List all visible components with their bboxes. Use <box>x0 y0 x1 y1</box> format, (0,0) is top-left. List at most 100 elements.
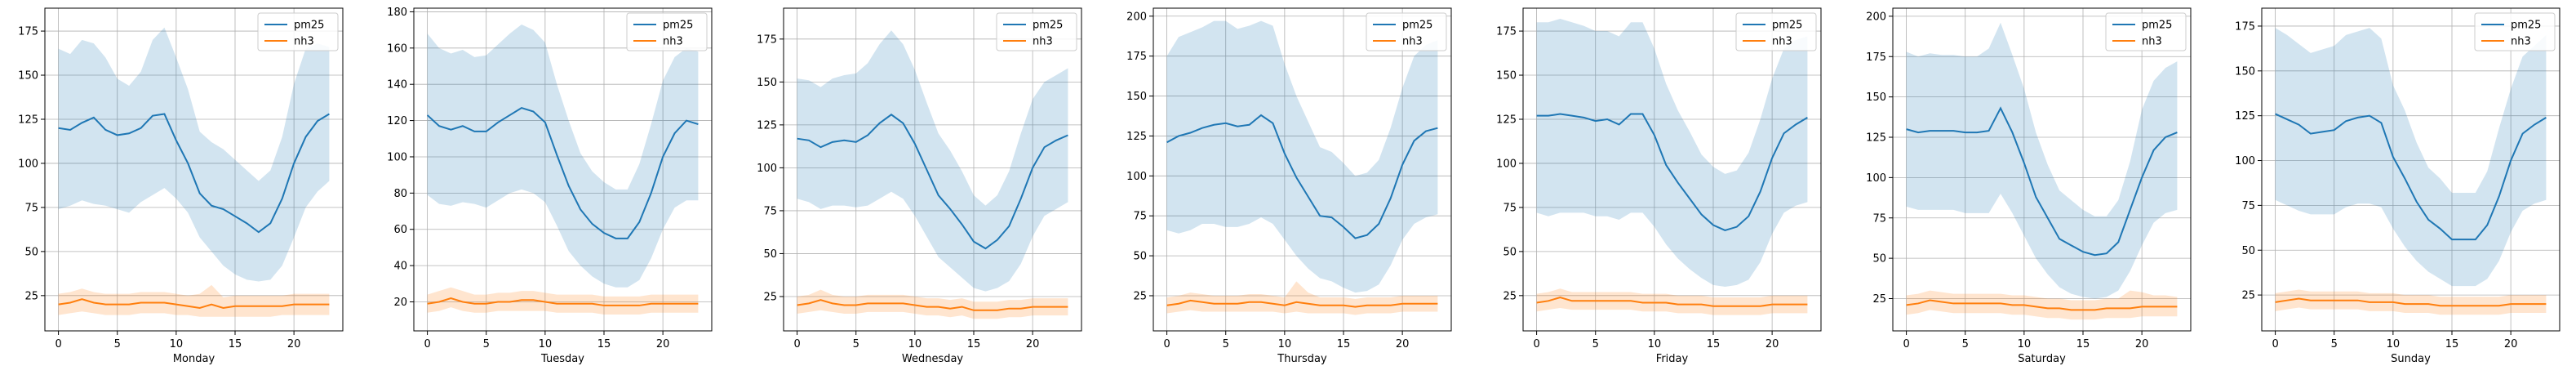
legend: pm25 nh3 <box>2474 12 2556 51</box>
pm25-line <box>1166 114 1438 239</box>
x-tick-label: 5 <box>1962 338 1969 350</box>
x-axis-label: Saturday <box>2018 353 2066 365</box>
pm25-confidence-band <box>797 30 1068 292</box>
y-tick-label: 25 <box>763 291 777 303</box>
subplot-5: 0 5 10 15 20 25 50 75 100 125 150 175 Friday pm25 nh3 <box>1496 7 1822 365</box>
y-tick-label: 20 <box>393 297 407 309</box>
y-tick-label: 100 <box>1866 172 1886 185</box>
y-tick-label: 150 <box>1126 91 1147 103</box>
x-tick-label: 0 <box>1163 338 1170 350</box>
y-tick-label: 175 <box>1866 51 1886 64</box>
y-tick-label: 40 <box>393 261 407 273</box>
x-tick-label: 10 <box>2387 338 2401 350</box>
subplot-6: 0 5 10 15 20 25 50 75 100 125 150 175 200 Saturday pm2… <box>1866 7 2192 365</box>
y-tick-label: 25 <box>1503 290 1517 302</box>
axes-frame <box>783 7 1082 332</box>
y-tick-label: 150 <box>2235 65 2255 78</box>
y-tick-label: 150 <box>18 70 38 83</box>
axes-frame <box>44 7 344 332</box>
y-tick-label: 140 <box>387 79 407 92</box>
pm25-line <box>58 113 330 234</box>
x-tick-label: 15 <box>1707 338 1721 350</box>
nh3-line <box>1906 299 2178 311</box>
x-tick-label: 5 <box>1592 338 1599 350</box>
y-tick-label: 100 <box>1496 158 1517 170</box>
nh3-line <box>2275 297 2547 307</box>
pm25-line <box>1906 106 2178 257</box>
nh3-line <box>427 297 699 306</box>
x-tick-label: 20 <box>2135 338 2149 350</box>
y-tick-label: 175 <box>2235 20 2255 33</box>
y-tick-label: 25 <box>1872 293 1886 306</box>
nh3-line <box>1536 296 1808 307</box>
y-tick-label: 180 <box>387 7 407 19</box>
y-tick-label: 200 <box>1866 11 1886 23</box>
y-tick-label: 150 <box>1496 70 1517 83</box>
axes-frame <box>1522 7 1822 332</box>
x-axis-label: Friday <box>1656 353 1689 365</box>
y-tick-label: 125 <box>2235 110 2255 123</box>
x-tick-label: 20 <box>2504 338 2518 350</box>
y-tick-label: 50 <box>1872 253 1886 266</box>
x-axis-label: Wednesday <box>902 353 964 365</box>
y-tick-label: 75 <box>1872 212 1886 225</box>
x-axis-label: Sunday <box>2391 353 2431 365</box>
x-tick-label: 10 <box>908 338 922 350</box>
legend-label-pm25: pm25 <box>1772 20 1802 32</box>
x-tick-label: 10 <box>170 338 184 350</box>
nh3-confidence-band <box>58 284 330 317</box>
x-tick-label: 20 <box>287 338 301 350</box>
x-tick-label: 5 <box>483 338 490 350</box>
pm25-confidence-band <box>2275 28 2547 287</box>
pm25-line <box>2275 113 2547 241</box>
subplot-3: 0 5 10 15 20 25 50 75 100 125 150 175 Wednesday pm25 n… <box>757 7 1082 365</box>
y-tick-label: 125 <box>1496 114 1517 126</box>
legend-label-nh3: nh3 <box>1033 36 1053 48</box>
y-tick-label: 50 <box>1503 246 1517 258</box>
y-tick-label: 100 <box>2235 155 2255 167</box>
x-tick-label: 5 <box>1223 338 1229 350</box>
legend: pm25 nh3 <box>626 12 708 51</box>
nh3-line <box>58 298 330 309</box>
subplot-4: 0 5 10 15 20 25 50 75 100 125 150 175 200 Thursday pm2… <box>1126 7 1452 365</box>
x-tick-label: 15 <box>2445 338 2459 350</box>
legend-label-pm25: pm25 <box>2511 20 2541 32</box>
nh3-confidence-band <box>1906 290 2178 320</box>
y-tick-label: 175 <box>18 26 38 38</box>
y-tick-label: 25 <box>24 290 38 302</box>
legend-label-pm25: pm25 <box>1033 20 1063 32</box>
y-tick-label: 150 <box>757 77 777 89</box>
x-tick-label: 0 <box>1903 338 1909 350</box>
legend-label-nh3: nh3 <box>663 36 683 48</box>
subplot-2: 0 5 10 15 20 20 40 60 80 100 120 140 160 180 Tuesday pm… <box>387 7 713 365</box>
axes-frame <box>1892 7 2192 332</box>
x-axis-label: Tuesday <box>540 353 584 365</box>
legend-label-nh3: nh3 <box>2511 36 2531 48</box>
y-tick-label: 175 <box>1496 26 1517 38</box>
nh3-line <box>797 299 1068 311</box>
legend-label-pm25: pm25 <box>2142 20 2172 32</box>
x-tick-label: 20 <box>656 338 670 350</box>
y-tick-label: 50 <box>24 246 38 258</box>
x-tick-label: 20 <box>1765 338 1779 350</box>
y-tick-label: 100 <box>18 158 38 170</box>
pm25-confidence-band <box>58 27 330 282</box>
legend: pm25 nh3 <box>996 12 1077 51</box>
legend: pm25 nh3 <box>257 12 339 51</box>
axes-frame <box>2261 7 2560 332</box>
nh3-confidence-band <box>1536 288 1808 315</box>
x-tick-label: 10 <box>539 338 553 350</box>
x-tick-label: 0 <box>793 338 800 350</box>
y-tick-label: 120 <box>387 115 407 127</box>
nh3-confidence-band <box>2275 289 2547 315</box>
pm25-line <box>797 114 1068 250</box>
pm25-line <box>1536 113 1808 232</box>
pm25-confidence-band <box>1166 20 1438 293</box>
y-tick-label: 75 <box>763 205 777 217</box>
y-tick-label: 125 <box>757 119 777 132</box>
y-tick-label: 100 <box>757 163 777 175</box>
y-tick-label: 125 <box>18 114 38 126</box>
legend-label-pm25: pm25 <box>294 20 324 32</box>
pm25-confidence-band <box>1536 18 1808 288</box>
nh3-confidence-band <box>797 289 1068 319</box>
